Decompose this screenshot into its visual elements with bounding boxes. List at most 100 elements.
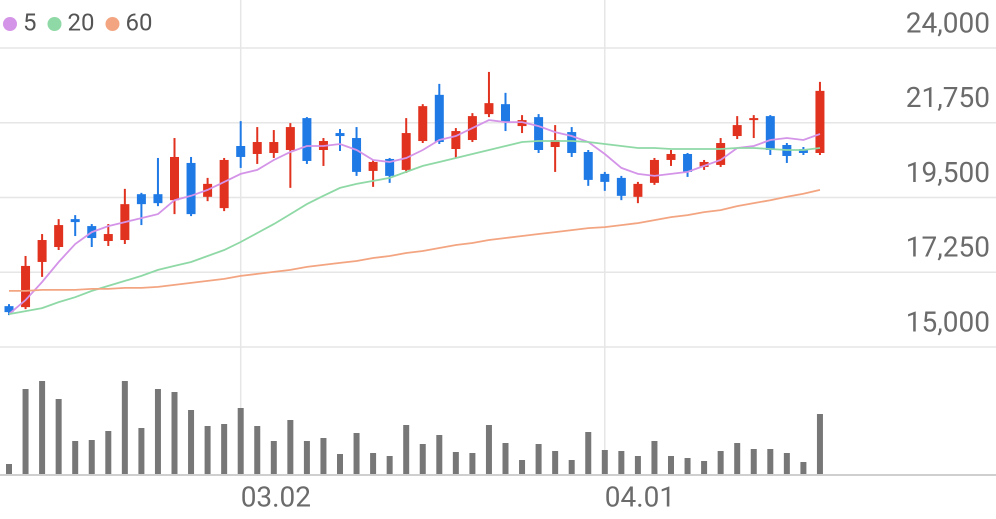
y-tick-label: 21,750: [906, 81, 990, 114]
volume-bar: [386, 456, 393, 474]
candle-body: [434, 94, 444, 143]
candle-body: [815, 90, 825, 153]
volume-bar: [121, 381, 128, 474]
volume-bar: [436, 435, 443, 474]
volume-bar: [419, 444, 426, 474]
volume-bar: [568, 460, 575, 474]
volume-bar: [651, 441, 658, 474]
volume-bar: [618, 451, 625, 474]
volume-bar: [154, 389, 161, 474]
legend-label: 5: [23, 8, 37, 36]
candle-body: [765, 116, 775, 150]
volume-bar: [469, 453, 476, 474]
volume-bar: [188, 410, 195, 474]
candle-body: [716, 143, 726, 165]
candle-body: [186, 162, 196, 215]
volume-bar: [138, 428, 145, 474]
candle-body: [153, 194, 163, 204]
candle-body: [170, 156, 179, 201]
volume-bar: [403, 425, 410, 474]
volume-bar: [816, 414, 823, 474]
candle-body: [54, 225, 64, 248]
volume-bar: [55, 399, 62, 474]
volume-bar: [519, 460, 526, 474]
candle-body: [699, 161, 709, 167]
volume-bar: [105, 431, 112, 474]
candle-body: [451, 131, 461, 149]
volume-bar: [370, 453, 377, 474]
candle-body: [567, 132, 577, 153]
candle-body: [37, 240, 47, 262]
candle-body: [501, 104, 510, 123]
volume-bar: [303, 441, 310, 474]
candle-body: [666, 153, 676, 160]
volume-bar: [535, 444, 542, 474]
legend-marker: [105, 17, 120, 31]
legend-marker: [3, 17, 17, 31]
y-tick-label: 19,500: [906, 156, 990, 189]
volume-bar: [668, 456, 674, 474]
candle-body: [21, 265, 31, 308]
x-tick-label: 03.02: [241, 480, 311, 513]
ma-line: [8, 140, 821, 315]
candle-body: [401, 133, 411, 170]
candle-body: [219, 159, 229, 209]
volume-bar: [221, 424, 228, 474]
candle-body: [269, 142, 279, 153]
candle-body: [4, 306, 14, 313]
volume-bar: [452, 452, 459, 474]
volume-bar: [585, 432, 592, 474]
candle-body: [732, 125, 742, 137]
volume-bar: [39, 381, 46, 474]
candle-body: [534, 117, 544, 150]
candle-body: [649, 159, 659, 183]
volume-bar: [6, 464, 12, 474]
candle-body: [683, 153, 693, 172]
volume-bar: [767, 449, 774, 474]
volume-bar: [701, 461, 708, 474]
candle-body: [749, 118, 759, 121]
candle-body: [484, 103, 494, 115]
candle-body: [583, 151, 593, 180]
volume-bar: [783, 453, 790, 474]
candle-body: [633, 183, 643, 197]
volume-bar: [717, 451, 724, 474]
candle-body: [302, 118, 312, 161]
candle-body: [285, 127, 295, 150]
candle-body: [616, 177, 626, 196]
volume-bar: [88, 440, 95, 474]
candle-body: [136, 194, 146, 205]
volume-bar: [171, 392, 178, 474]
y-tick-label: 24,000: [906, 6, 990, 39]
y-tick-label: 17,250: [906, 231, 990, 264]
volume-bar: [337, 454, 343, 474]
candle-body: [798, 148, 808, 153]
candle-body: [352, 138, 362, 172]
volume-bar: [750, 449, 757, 474]
volume-bar: [204, 426, 211, 474]
candle-body: [385, 158, 395, 176]
candle-body: [600, 173, 610, 182]
candle-body: [252, 142, 262, 154]
y-tick-label: 15,000: [906, 305, 990, 338]
volume-bar: [320, 438, 327, 474]
volume-bar: [353, 433, 360, 474]
volume-bar: [734, 443, 741, 474]
ma-line: [8, 119, 821, 315]
candle-body: [103, 234, 113, 242]
x-tick-label: 04.01: [605, 480, 675, 513]
volume-bar: [634, 456, 641, 474]
candle-body: [418, 106, 428, 142]
candle-body: [70, 219, 80, 223]
legend-label: 60: [125, 8, 152, 36]
volume-bar: [237, 408, 244, 474]
volume-bar: [552, 451, 559, 474]
volume-bar: [485, 425, 492, 474]
candle-body: [236, 146, 246, 157]
legend-marker: [47, 17, 62, 31]
candle-body: [368, 161, 378, 171]
volume-bar: [800, 462, 807, 474]
volume-bar: [601, 450, 608, 474]
volume-bar: [254, 426, 261, 474]
